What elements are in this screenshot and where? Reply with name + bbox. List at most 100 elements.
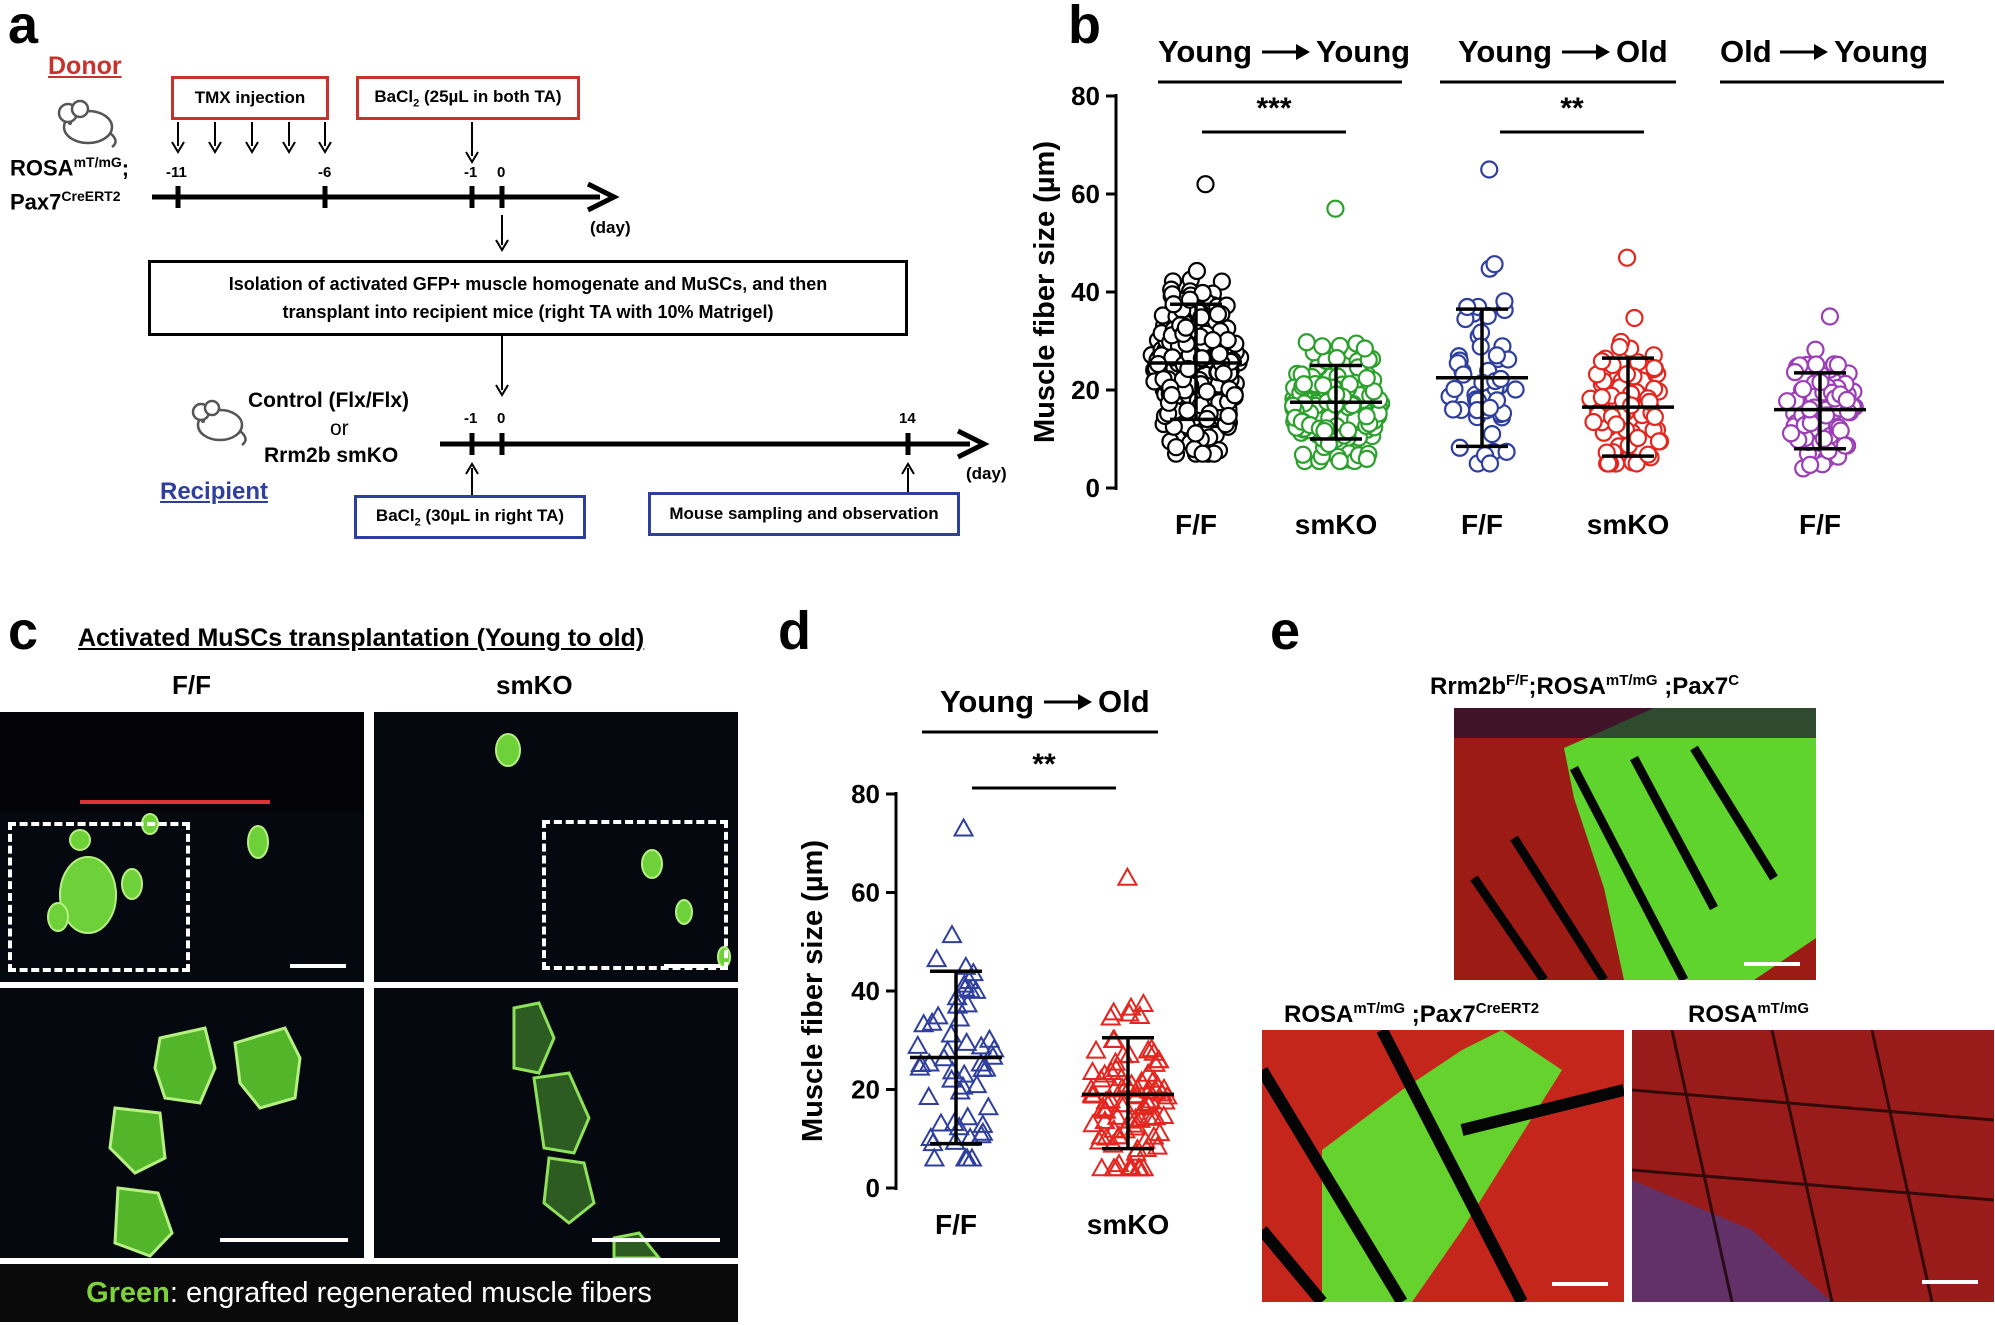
significance-label: *** xyxy=(1256,92,1291,125)
donor-strain-rosa-sup: mT/mG xyxy=(73,154,122,170)
data-point xyxy=(1137,1039,1159,1059)
data-point xyxy=(1443,400,1463,419)
panel-c-title: Activated MuSCs transplantation (Young t… xyxy=(78,624,645,652)
x-tick-label: smKO xyxy=(1587,509,1669,540)
data-point xyxy=(1485,255,1504,274)
data-point xyxy=(972,1057,994,1078)
isolation-box: Isolation of activated GFP+ muscle homog… xyxy=(148,260,908,336)
donor-strain: ROSAmT/mG; Pax7CreERT2 xyxy=(10,148,129,217)
data-point xyxy=(1105,1157,1128,1177)
data-point xyxy=(1081,1060,1104,1080)
data-point xyxy=(1197,382,1216,401)
data-point xyxy=(1093,1063,1116,1083)
data-point xyxy=(1088,1130,1111,1150)
data-point xyxy=(1313,337,1332,356)
y-tick-label: 0 xyxy=(1086,473,1100,503)
data-point xyxy=(943,1111,965,1132)
panel-e-bottom-right-label: ROSAmT/mG xyxy=(1688,1000,1810,1028)
data-point xyxy=(1102,1001,1125,1021)
data-point xyxy=(1132,1157,1155,1177)
panel-b-chart: 0 20 40 60 80 Muscle fiber size (µm) F/F smKO F/… xyxy=(1030,34,1944,540)
y-tick-label: 20 xyxy=(1071,375,1100,405)
data-point xyxy=(1831,421,1850,440)
data-point xyxy=(1212,272,1231,291)
panel-letter-a: a xyxy=(8,0,39,55)
data-point xyxy=(1193,444,1212,463)
data-point xyxy=(1458,297,1477,317)
micrograph-e-bottom-left-image xyxy=(1262,1030,1624,1302)
data-point xyxy=(930,1112,952,1132)
data-point xyxy=(1480,454,1500,473)
micrograph-ff-zoom xyxy=(0,988,364,1258)
panel-d-chart: 0 20 40 60 80 Muscle fiber size (µm) F/F smKO **… xyxy=(797,684,1178,1240)
data-point xyxy=(1116,866,1139,886)
donor-strain-pax7-sup: CreERT2 xyxy=(61,188,121,205)
y-axis-label: Muscle fiber size (µm) xyxy=(797,840,829,1142)
data-point xyxy=(1483,424,1502,444)
data-point xyxy=(944,1130,966,1150)
micrograph-ff-overview-image xyxy=(0,712,364,934)
recipient-tick-0: 0 xyxy=(497,410,506,427)
data-point xyxy=(1124,1107,1147,1127)
y-tick-label: 40 xyxy=(851,976,880,1006)
data-point xyxy=(1628,428,1647,448)
data-point xyxy=(1297,333,1316,352)
data-point xyxy=(956,993,979,1013)
recipient-mouse-icon xyxy=(191,399,247,446)
legend-green-word: Green xyxy=(86,1276,170,1309)
data-point xyxy=(1314,376,1333,395)
data-point xyxy=(1090,1125,1112,1145)
group-header-arrowhead xyxy=(1596,44,1610,60)
data-point xyxy=(1178,401,1197,420)
panel-c-col-ff: F/F xyxy=(172,670,211,700)
data-point xyxy=(1149,1122,1171,1142)
micrograph-e-top xyxy=(1454,708,1816,980)
data-point xyxy=(1114,1119,1137,1139)
data-point xyxy=(955,1031,978,1051)
data-point xyxy=(1148,1049,1170,1069)
data-point xyxy=(1592,352,1612,371)
data-point xyxy=(1495,292,1514,311)
data-point xyxy=(1099,1006,1122,1026)
micrograph-e-bottom-right xyxy=(1632,1030,1994,1302)
data-point xyxy=(1138,1106,1160,1126)
data-point xyxy=(1187,261,1207,281)
x-tick-label: F/F xyxy=(1799,509,1841,540)
isolation-line-1: Isolation of activated GFP+ muscle homog… xyxy=(228,274,828,294)
data-point xyxy=(923,1147,946,1167)
data-point xyxy=(1326,199,1345,218)
donor-mouse-icon xyxy=(57,99,117,148)
data-point xyxy=(1454,365,1473,384)
data-point xyxy=(1196,175,1215,194)
data-point xyxy=(1225,386,1244,405)
panel-letter-d: d xyxy=(778,601,811,661)
scale-bar xyxy=(290,964,346,968)
data-point xyxy=(1828,355,1847,374)
group-header-from: Young xyxy=(1158,34,1252,69)
recipient-tick-14: 14 xyxy=(899,410,916,427)
recipient-tick-m1: -1 xyxy=(464,410,478,427)
bacl2-donor-box: BaCl2 (25µL in both TA) xyxy=(356,76,580,120)
scale-bar xyxy=(1552,1282,1608,1286)
group-header-from: Young xyxy=(1458,34,1552,69)
group-header-arrowhead xyxy=(1296,44,1310,60)
micrograph-e-bottom-right-image xyxy=(1632,1030,1994,1302)
recipient-ko-label: Rrm2b smKO xyxy=(264,444,399,467)
data-point xyxy=(1214,364,1233,383)
recipient-day-label: (day) xyxy=(966,464,1007,483)
series-group xyxy=(1581,248,1670,473)
data-point xyxy=(1610,337,1629,357)
micrograph-smko-zoom xyxy=(374,988,738,1258)
scale-bar xyxy=(220,1238,348,1242)
data-point xyxy=(1203,330,1222,350)
x-tick-label: F/F xyxy=(1461,509,1503,540)
y-tick-label: 60 xyxy=(851,878,880,908)
data-point xyxy=(921,1011,943,1031)
data-point xyxy=(1807,355,1826,374)
bacl2-recipient-box: BaCl2 (30µL in right TA) xyxy=(354,495,586,539)
recipient-label: Recipient xyxy=(160,478,269,505)
data-point xyxy=(1835,436,1854,455)
data-point xyxy=(917,1085,940,1105)
data-point xyxy=(1355,339,1374,358)
data-point xyxy=(977,1096,1000,1116)
